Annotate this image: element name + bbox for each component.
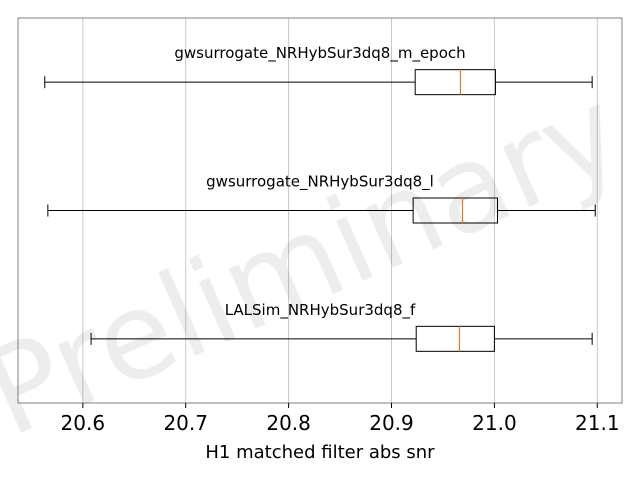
box-iqr xyxy=(415,325,495,352)
box-group: gwsurrogate_NRHybSur3dq8_l xyxy=(47,173,596,224)
x-tick-label: 20.8 xyxy=(266,411,311,435)
box-iqr xyxy=(414,69,496,96)
box-iqr xyxy=(412,197,498,224)
x-axis-label: H1 matched filter abs snr xyxy=(205,442,435,463)
x-tick-label: 21.1 xyxy=(575,411,620,435)
x-tick-label: 21.0 xyxy=(472,411,517,435)
box-label: gwsurrogate_NRHybSur3dq8_l xyxy=(206,173,434,192)
watermark-text: Preliminary xyxy=(0,62,640,465)
x-tick-label: 20.7 xyxy=(163,411,208,435)
plot-frame xyxy=(17,17,623,404)
x-tick-label: 20.6 xyxy=(61,411,106,435)
box-group: LALSim_NRHybSur3dq8_f xyxy=(90,301,593,352)
box-label: gwsurrogate_NRHybSur3dq8_m_epoch xyxy=(174,44,465,63)
x-tick-label: 20.9 xyxy=(369,411,414,435)
box-label: LALSim_NRHybSur3dq8_f xyxy=(225,301,416,320)
box-series-layer: gwsurrogate_NRHybSur3dq8_m_epoch gwsurrog… xyxy=(44,44,596,352)
x-axis-ticks: 20.6 20.7 20.8 20.9 21.0 21.1 xyxy=(61,403,620,435)
box-group: gwsurrogate_NRHybSur3dq8_m_epoch xyxy=(44,44,593,96)
